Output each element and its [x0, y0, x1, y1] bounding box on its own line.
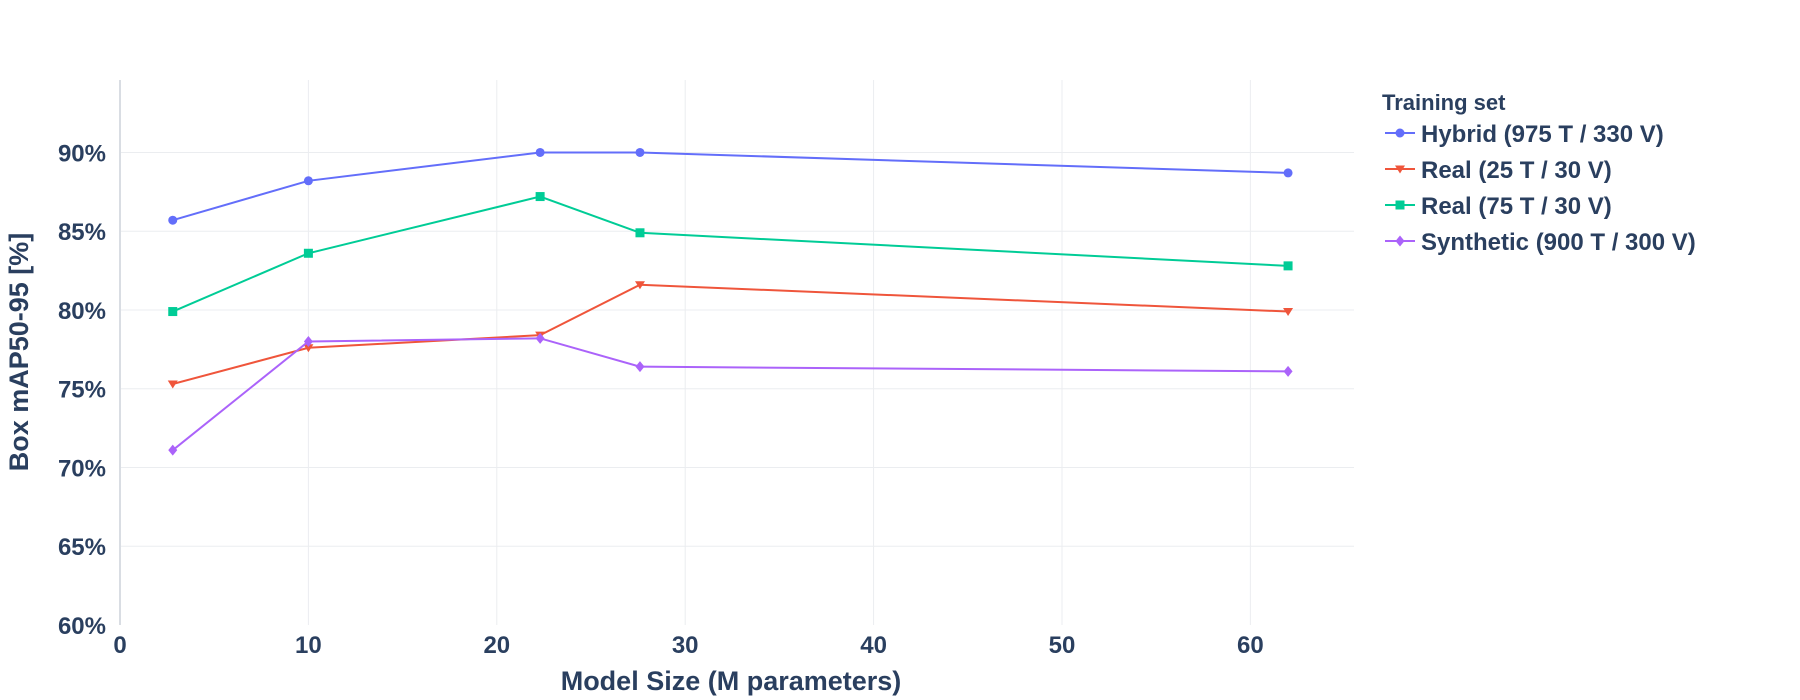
data-point [303, 344, 314, 353]
data-point [1283, 365, 1293, 377]
data-point [167, 380, 178, 389]
x-tick-label: 0 [113, 632, 126, 659]
x-tick-label: 50 [1049, 632, 1076, 659]
legend-marker [1395, 128, 1405, 138]
series-line [172, 195, 1289, 313]
series-4 [168, 332, 1293, 456]
series-3 [168, 192, 1293, 317]
data-point [535, 192, 545, 202]
legend-item: Hybrid (975 T / 330 V) [1385, 121, 1664, 148]
legend-items: Hybrid (975 T / 330 V) Real (25 T / 30 V)… [1385, 121, 1696, 256]
legend-marker [1395, 200, 1405, 210]
legend-label: Real (75 T / 30 V) [1421, 193, 1612, 220]
series-line [172, 151, 1289, 222]
data-point [635, 361, 645, 373]
data-point [634, 281, 645, 290]
data-point [168, 307, 178, 317]
data-point [1283, 261, 1293, 271]
x-axis-title: Model Size (M parameters) [561, 666, 902, 696]
data-point [303, 248, 313, 258]
y-tick-label: 65% [58, 534, 106, 561]
y-tick-label: 80% [58, 298, 106, 325]
y-tick-label: 70% [58, 455, 106, 482]
legend-marker [1395, 235, 1405, 247]
x-tick-label: 20 [483, 632, 510, 659]
legend-label: Real (25 T / 30 V) [1421, 157, 1612, 184]
y-tick-labels: 60% 65% 70% 75% 80% 85% 90% [58, 140, 106, 640]
y-axis-title: Box mAP50-95 [%] [4, 233, 34, 472]
data-point [1283, 308, 1294, 317]
legend-item: Real (75 T / 30 V) [1385, 193, 1612, 220]
data-point [635, 228, 645, 238]
x-tick-label: 60 [1237, 632, 1264, 659]
series-1 [168, 147, 1293, 225]
x-tick-label: 40 [860, 632, 887, 659]
legend-marker [1395, 165, 1405, 174]
data-point [1283, 168, 1293, 178]
legend: Training set Hybrid (975 T / 330 V) Real … [1382, 90, 1696, 256]
data-point [168, 215, 178, 225]
legend-label: Synthetic (900 T / 300 V) [1421, 229, 1696, 256]
data-point [535, 147, 545, 157]
y-tick-label: 90% [58, 140, 106, 167]
series-line [172, 337, 1289, 451]
series-2 [167, 281, 1294, 389]
grid [120, 80, 1354, 625]
y-tick-label: 75% [58, 377, 106, 404]
legend-item: Real (25 T / 30 V) [1385, 157, 1612, 184]
data-point [635, 147, 645, 157]
legend-item: Synthetic (900 T / 300 V) [1385, 229, 1696, 256]
x-tick-labels: 0 10 20 30 40 50 60 [113, 632, 1263, 659]
data-point [535, 332, 545, 344]
series-line [172, 283, 1289, 385]
data-point [168, 444, 178, 456]
legend-label: Hybrid (975 T / 330 V) [1421, 121, 1664, 148]
y-tick-label: 85% [58, 219, 106, 246]
legend-title: Training set [1382, 90, 1506, 115]
data-point [303, 176, 313, 186]
data-point [303, 335, 313, 347]
y-tick-label: 60% [58, 613, 106, 640]
series-group [167, 147, 1294, 456]
x-tick-label: 10 [295, 632, 322, 659]
x-tick-label: 30 [672, 632, 699, 659]
